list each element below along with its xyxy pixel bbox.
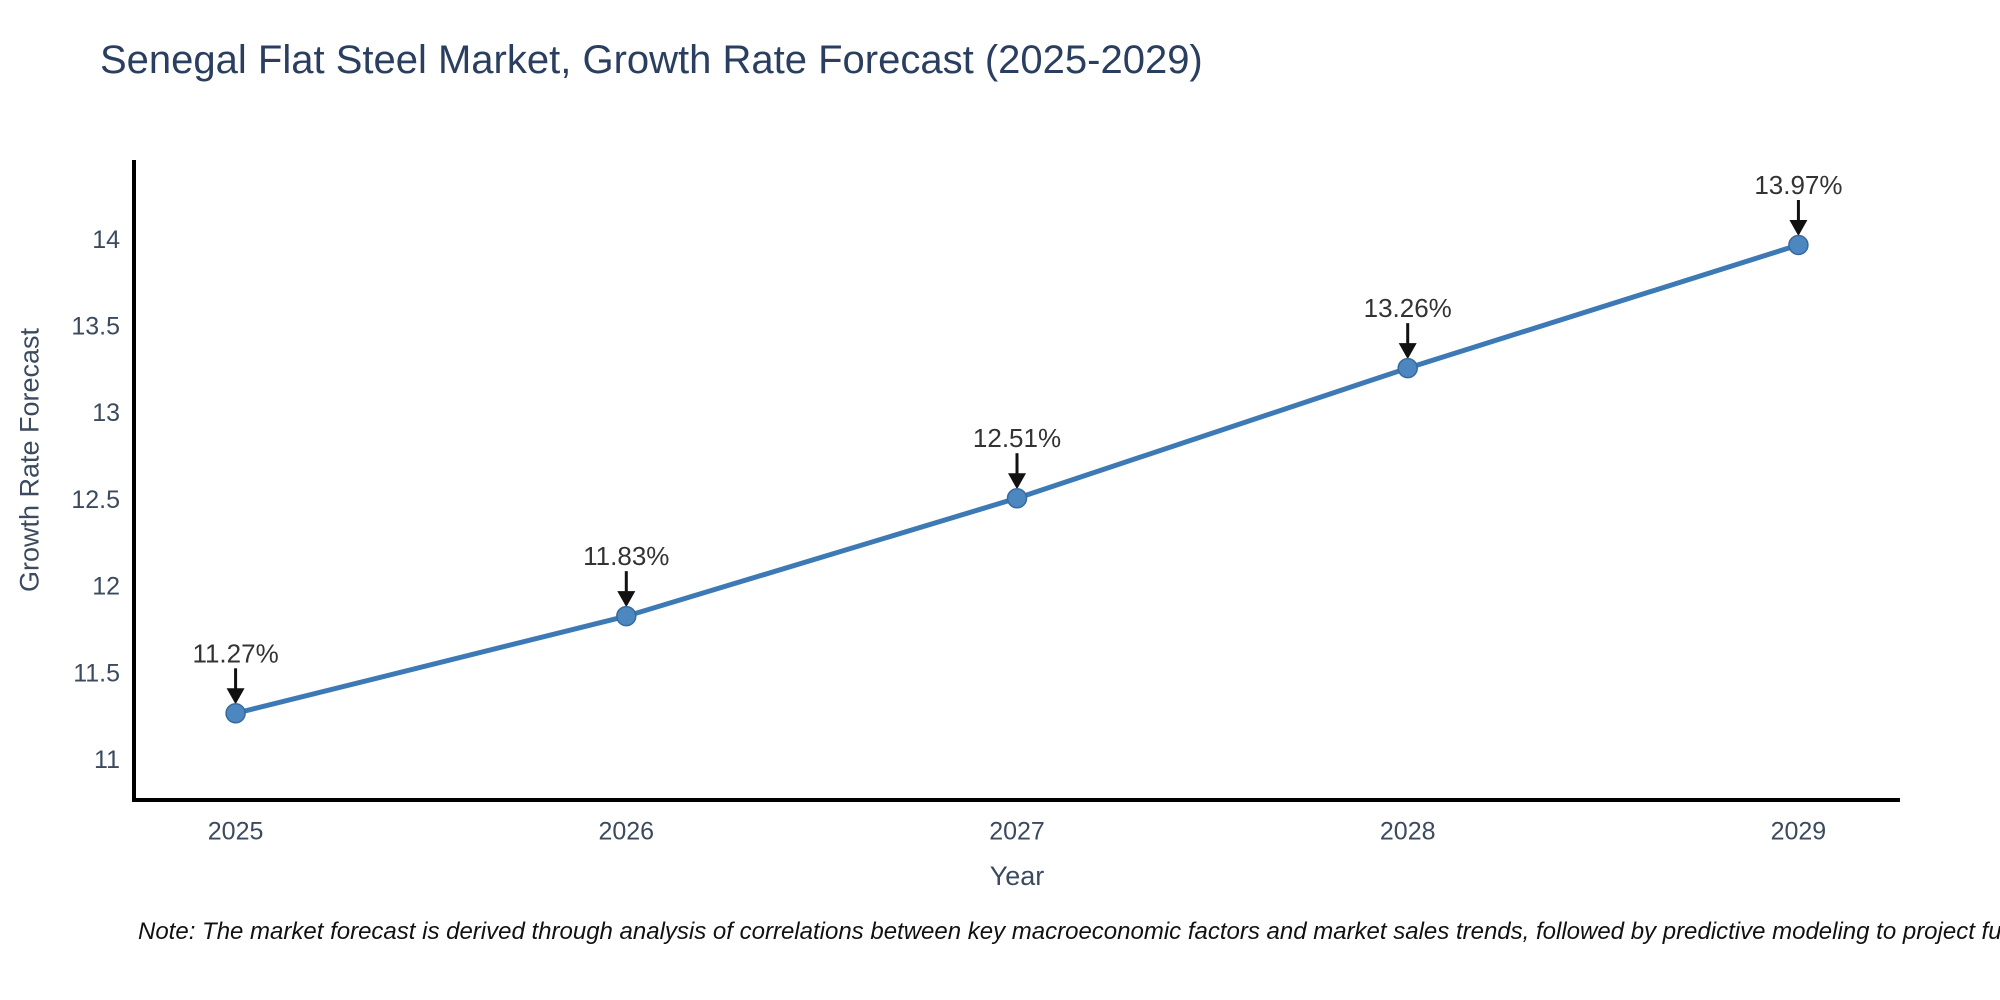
data-point-marker [1788,234,1809,256]
chart-title: Senegal Flat Steel Market, Growth Rate F… [100,38,1203,82]
data-point-marker [1006,487,1028,509]
annotation-label: 11.27% [192,638,278,668]
annotation-arrow-head [1398,343,1417,360]
y-tick-label: 12.5 [71,486,120,514]
annotation-arrow-head [617,591,636,608]
y-tick-label: 14 [92,226,120,254]
annotation-arrow-head [1008,473,1026,490]
annotation-label: 13.26% [1364,293,1452,323]
data-point-marker [225,703,246,724]
y-tick-label: 13.5 [71,313,120,341]
annotation-label: 11.83% [583,541,669,571]
x-tick-label: 2029 [1771,818,1827,846]
x-tick-label: 2028 [1380,818,1436,846]
data-point-marker [1397,357,1418,379]
annotation-arrow-head [226,688,245,705]
y-tick-label: 13 [92,399,120,427]
y-tick-label: 11.5 [73,659,120,687]
x-tick-label: 2025 [208,818,264,846]
footnote: Note: The market forecast is derived thr… [138,918,2000,945]
x-axis-title: Year [989,861,1045,891]
data-point-marker [616,605,637,627]
annotation-arrow-head [1789,219,1808,236]
y-tick-label: 12 [92,573,120,601]
y-tick-label: 11 [94,746,120,774]
x-tick-label: 2027 [989,818,1045,846]
x-tick-label: 2026 [598,818,654,846]
annotation-label: 13.97% [1754,170,1842,200]
annotation-label: 12.51% [973,423,1061,453]
